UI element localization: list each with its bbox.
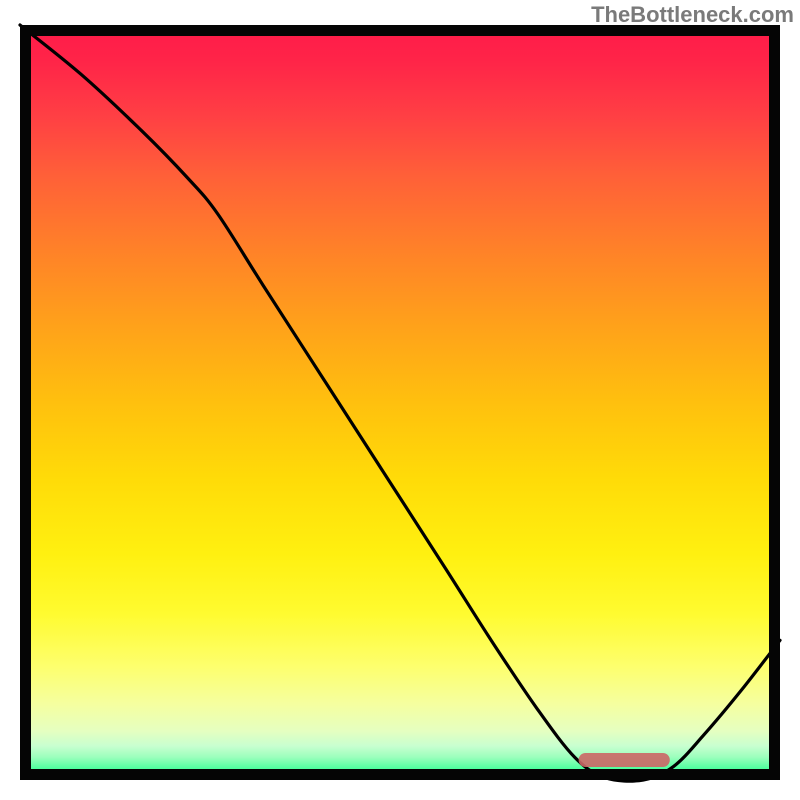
bottleneck-plot: [0, 0, 800, 800]
watermark-text: TheBottleneck.com: [591, 0, 800, 28]
plot-background: [20, 25, 780, 780]
chart-container: TheBottleneck.com: [0, 0, 800, 800]
optimal-zone-marker: [579, 753, 670, 767]
